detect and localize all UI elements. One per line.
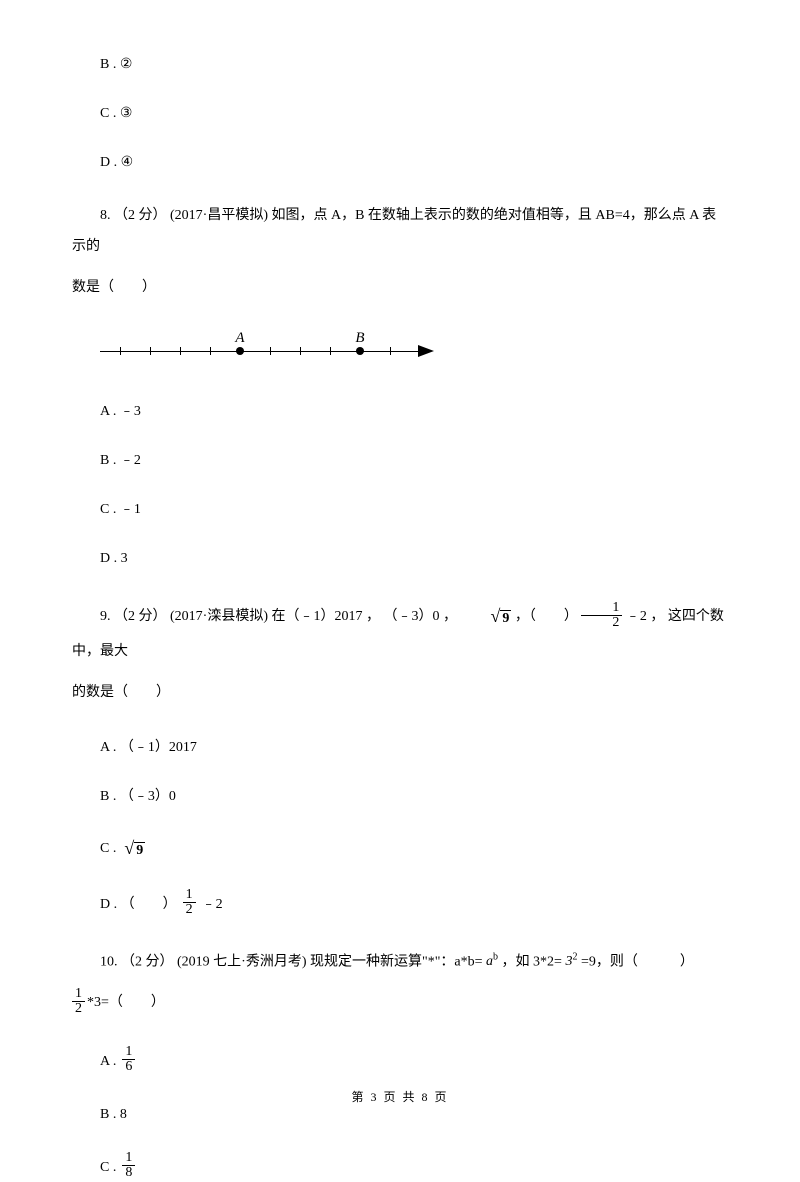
q8-opt-a: A . ﹣3 [72, 401, 728, 422]
sqrt-9-icon: 9 [122, 835, 145, 862]
q8-opt-d: D . 3 [72, 548, 728, 569]
nl-tick [330, 347, 331, 355]
q9-opt-b: B . （﹣3）0 [72, 786, 728, 807]
q9-mid1: ，（ ） [515, 609, 578, 624]
nl-tick [210, 347, 211, 355]
opt-7c: C . ③ [72, 103, 728, 124]
q10-opt-a: A . 16 [72, 1047, 728, 1076]
q9-opt-d-pre: D . （ ） [100, 894, 177, 915]
q10-line2: 12 *3=（ ） [72, 988, 728, 1019]
q9-opt-c-pre: C . [100, 838, 116, 859]
frac-half: 12 [183, 888, 196, 917]
q9-pre: 9. （2 分） (2017·滦县模拟) 在（﹣1）2017 ， （﹣3）0 ， [100, 609, 461, 624]
nl-label-b: B [355, 327, 364, 350]
q8-text: 8. （2 分） (2017·昌平模拟) 如图，点 A，B 在数轴上表示的数的绝… [72, 201, 728, 263]
nl-tick [180, 347, 181, 355]
q10-opt-c-pre: C . [100, 1157, 116, 1178]
number-line-axis [100, 351, 420, 352]
q10-opt-a-pre: A . [100, 1051, 116, 1072]
number-line-arrow-icon [418, 345, 434, 357]
q10-line2-post: *3=（ ） [87, 988, 165, 1019]
q10-text: 10. （2 分） (2019 七上·秀洲月考) 现规定一种新运算"*"：a*b… [72, 947, 728, 978]
page-footer: 第 3 页 共 8 页 [0, 1088, 800, 1106]
q10-mid: ，如 3*2= [502, 954, 566, 969]
q9-text-cont: 的数是（ ） [72, 678, 728, 709]
q10-opt-b: B . 8 [72, 1104, 728, 1125]
number-line-figure: A B [100, 331, 440, 371]
frac-1-8: 18 [122, 1151, 135, 1180]
nl-tick [390, 347, 391, 355]
q8-opt-b: B . ﹣2 [72, 450, 728, 471]
nl-label-a: A [235, 327, 244, 350]
q9-opt-d-post: ﹣2 [202, 894, 223, 915]
a-power-b: ab [486, 954, 498, 969]
nl-tick [270, 347, 271, 355]
three-squared: 32 [565, 954, 577, 969]
q10-pre: 10. （2 分） (2019 七上·秀洲月考) 现规定一种新运算"*"：a*b… [100, 954, 486, 969]
q10-post: =9，则（ ） [581, 954, 694, 969]
nl-tick [120, 347, 121, 355]
nl-tick [150, 347, 151, 355]
q9-opt-c: C . 9 [72, 835, 728, 862]
opt-7b: B . ② [72, 54, 728, 75]
frac-half: 12 [581, 601, 622, 630]
sqrt-9-icon: 9 [461, 597, 512, 637]
q8-opt-c: C . ﹣1 [72, 499, 728, 520]
frac-half: 12 [72, 987, 85, 1016]
q10-opt-c: C . 18 [72, 1153, 728, 1182]
q9-text: 9. （2 分） (2017·滦县模拟) 在（﹣1）2017 ， （﹣3）0 ，… [72, 597, 728, 667]
frac-1-6: 16 [122, 1045, 135, 1074]
q9-opt-a: A . （﹣1）2017 [72, 737, 728, 758]
opt-7d: D . ④ [72, 152, 728, 173]
q8-text-cont: 数是（ ） [72, 273, 728, 304]
q9-opt-d: D . （ ） 12 ﹣2 [72, 890, 728, 919]
nl-tick [300, 347, 301, 355]
